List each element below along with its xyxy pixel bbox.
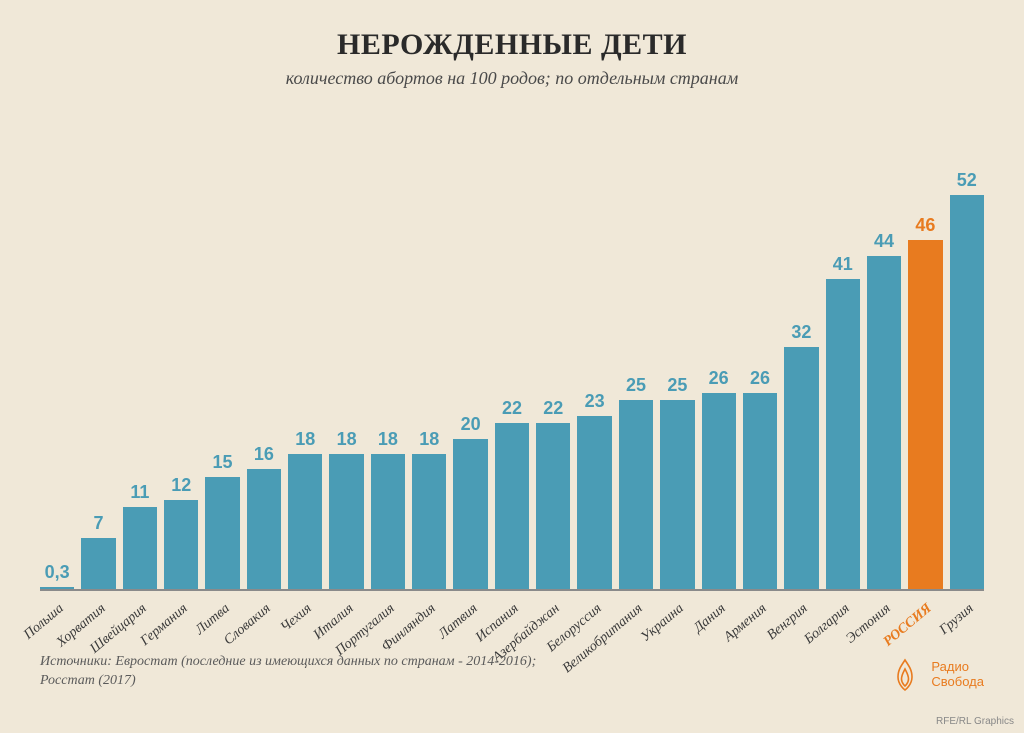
bar-col: 32 — [784, 119, 818, 591]
chart-title: НЕРОЖДЕННЫЕ ДЕТИ — [40, 28, 984, 62]
bar-col: 22 — [536, 119, 570, 591]
bar — [288, 454, 322, 591]
brand-text: Радио Свобода — [931, 660, 984, 690]
bar-col: 25 — [619, 119, 653, 591]
bar — [205, 477, 239, 591]
bar-col: 18 — [329, 119, 363, 591]
bar-col: 46 — [908, 119, 942, 591]
value-label: 15 — [213, 452, 233, 473]
value-label: 18 — [378, 429, 398, 450]
bars-row: 0,3 7 11 12 15 16 18 18 18 18 20 22 22 23 25 25 26 26 32 41… — [40, 119, 984, 591]
value-label: 18 — [295, 429, 315, 450]
bar-col: 18 — [371, 119, 405, 591]
bar — [784, 347, 818, 591]
bar — [81, 538, 115, 591]
value-label: 44 — [874, 231, 894, 252]
bar-col: 7 — [81, 119, 115, 591]
bar-col: 44 — [867, 119, 901, 591]
bar — [412, 454, 446, 591]
bar — [453, 439, 487, 591]
value-label: 22 — [543, 398, 563, 419]
value-label: 0,3 — [45, 562, 70, 583]
bar — [660, 400, 694, 591]
bar — [371, 454, 405, 591]
chart-subtitle: количество абортов на 100 родов; по отде… — [40, 68, 984, 89]
bar-col: 25 — [660, 119, 694, 591]
value-label: 22 — [502, 398, 522, 419]
value-label: 52 — [957, 170, 977, 191]
bar-col: 23 — [577, 119, 611, 591]
bar — [619, 400, 653, 591]
bar-col: 15 — [205, 119, 239, 591]
bar — [495, 423, 529, 591]
xlabel-col: Украина — [660, 595, 694, 685]
bar-col: 22 — [495, 119, 529, 591]
bar-col: 26 — [743, 119, 777, 591]
value-label: 18 — [337, 429, 357, 450]
brand-line-2: Свобода — [931, 675, 984, 690]
bar-col: 20 — [453, 119, 487, 591]
bar-col: 12 — [164, 119, 198, 591]
value-label: 20 — [461, 414, 481, 435]
bar-col: 18 — [412, 119, 446, 591]
value-label: 25 — [667, 375, 687, 396]
chart-area: 0,3 7 11 12 15 16 18 18 18 18 20 22 22 23 25 25 26 26 32 41… — [40, 119, 984, 591]
value-label: 23 — [585, 391, 605, 412]
value-label: 25 — [626, 375, 646, 396]
credit-text: RFE/RL Graphics — [936, 716, 1014, 727]
bar-highlight — [908, 240, 942, 591]
bar — [950, 195, 984, 591]
brand-line-1: Радио — [931, 660, 984, 675]
flame-icon — [887, 657, 923, 693]
value-label: 46 — [915, 215, 935, 236]
bar-col: 16 — [247, 119, 281, 591]
value-label: 26 — [750, 368, 770, 389]
bar-col: 18 — [288, 119, 322, 591]
bar — [164, 500, 198, 591]
bar — [329, 454, 363, 591]
value-label: 7 — [94, 513, 104, 534]
brand-logo: Радио Свобода — [887, 657, 984, 693]
bar — [702, 393, 736, 591]
x-label: Грузия — [937, 601, 977, 639]
value-label: 11 — [130, 482, 149, 503]
bar-col: 41 — [826, 119, 860, 591]
bar — [826, 279, 860, 591]
value-label: 32 — [791, 322, 811, 343]
bar-col: 26 — [702, 119, 736, 591]
chart-container: НЕРОЖДЕННЫЕ ДЕТИ количество абортов на 1… — [0, 0, 1024, 733]
value-label: 18 — [419, 429, 439, 450]
value-label: 16 — [254, 444, 274, 465]
bar — [743, 393, 777, 591]
value-label: 26 — [709, 368, 729, 389]
bar — [867, 256, 901, 591]
bar — [123, 507, 157, 591]
bar — [536, 423, 570, 591]
bar-col: 0,3 — [40, 119, 74, 591]
source-footer: Источники: Евростат (последние из имеющи… — [40, 652, 536, 691]
value-label: 12 — [171, 475, 191, 496]
x-axis-line — [40, 589, 984, 591]
bar-col: 11 — [123, 119, 157, 591]
source-line-1: Источники: Евростат (последние из имеющи… — [40, 652, 536, 672]
bar-col: 52 — [950, 119, 984, 591]
value-label: 41 — [833, 254, 853, 275]
source-line-2: Росстат (2017) — [40, 671, 536, 691]
bar — [247, 469, 281, 591]
bar — [577, 416, 611, 591]
